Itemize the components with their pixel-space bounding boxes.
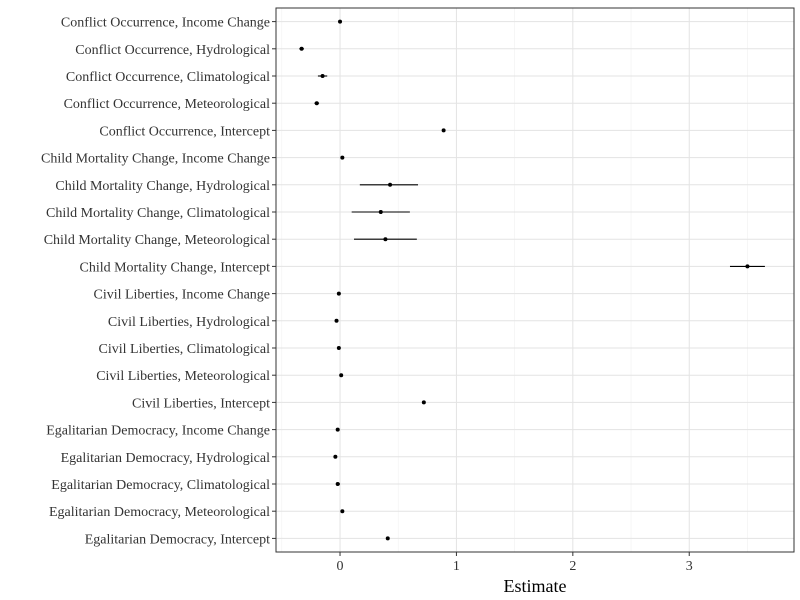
y-tick-label: Child Mortality Change, Hydrological <box>55 179 270 194</box>
point-estimate <box>339 373 344 378</box>
point-estimate <box>314 101 319 106</box>
x-tick-label: 1 <box>453 559 460 574</box>
point-estimate <box>335 482 340 486</box>
y-tick-label: Civil Liberties, Intercept <box>132 396 270 411</box>
y-tick-label: Conflict Occurrence, Meteorological <box>64 97 271 112</box>
x-tick-label: 3 <box>686 559 693 574</box>
y-tick-label: Conflict Occurrence, Climatological <box>66 70 270 85</box>
x-tick-label: 0 <box>337 559 344 574</box>
y-tick-label: Conflict Occurrence, Income Change <box>61 16 270 31</box>
point-estimate <box>383 237 388 242</box>
y-tick-label: Child Mortality Change, Meteorological <box>44 233 270 248</box>
point-estimate <box>378 210 383 214</box>
y-tick-label: Conflict Occurrence, Hydrological <box>75 43 270 58</box>
point-estimate <box>385 536 390 541</box>
y-tick-label: Civil Liberties, Climatological <box>99 342 271 357</box>
error-bars <box>299 21 765 539</box>
gridlines <box>276 8 794 552</box>
y-tick-label: Child Mortality Change, Income Change <box>41 152 270 167</box>
point-estimate <box>338 19 343 24</box>
x-axis: 0 1 2 3 <box>337 552 693 574</box>
y-tick-label: Egalitarian Democracy, Hydrological <box>61 451 271 466</box>
x-axis-title: Estimate <box>504 576 567 596</box>
y-tick-label: Child Mortality Change, Climatological <box>46 206 270 221</box>
y-tick-label: Conflict Occurrence, Intercept <box>99 124 270 139</box>
y-tick-label: Child Mortality Change, Intercept <box>79 260 270 275</box>
y-tick-label: Egalitarian Democracy, Intercept <box>85 532 270 547</box>
panel-border <box>275 7 795 553</box>
y-tick-label: Egalitarian Democracy, Income Change <box>46 424 270 439</box>
point-estimate <box>745 264 750 269</box>
point-estimate <box>335 427 340 432</box>
point-estimate <box>421 400 426 405</box>
point-estimate <box>336 346 341 350</box>
point-estimate <box>340 155 345 160</box>
y-axis: Conflict Occurrence, Income Change Confli… <box>41 16 276 547</box>
point-estimate <box>340 509 345 514</box>
point-estimate <box>336 291 341 296</box>
y-tick-label: Civil Liberties, Meteorological <box>96 369 270 384</box>
point-estimates <box>299 19 750 541</box>
y-tick-label: Egalitarian Democracy, Meteorological <box>49 505 270 520</box>
point-estimate <box>334 318 339 323</box>
y-tick-label: Civil Liberties, Hydrological <box>108 315 270 330</box>
point-estimate <box>441 128 446 133</box>
point-estimate <box>320 74 325 78</box>
point-estimate <box>299 46 304 51</box>
y-tick-label: Egalitarian Democracy, Climatological <box>51 478 270 493</box>
x-tick-label: 2 <box>569 559 576 574</box>
point-estimate <box>333 454 338 459</box>
y-tick-label: Civil Liberties, Income Change <box>93 288 270 303</box>
point-estimate <box>388 182 393 187</box>
